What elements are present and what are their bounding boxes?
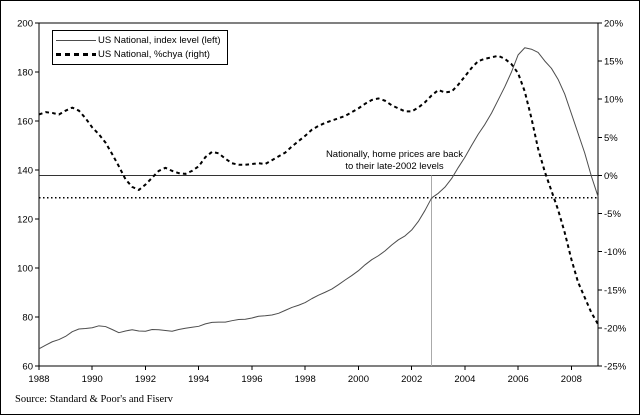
x-axis-tick-label: 2006 — [508, 374, 529, 385]
source-note: Source: Standard & Poor's and Fiserv — [15, 394, 173, 405]
y-right-tick-label: -25% — [604, 362, 627, 373]
x-axis-tick-label: 2004 — [454, 374, 475, 385]
plot-frame — [38, 22, 599, 367]
y-left-tick-label: 120 — [17, 215, 33, 226]
legend: US National, index level (left) US Natio… — [52, 30, 228, 65]
axis-ticks — [35, 22, 602, 370]
legend-entry-pct-chya: US National, %chya (right) — [56, 49, 221, 60]
dashed-line-sample — [56, 53, 96, 56]
x-axis-tick-label: 1992 — [135, 374, 156, 385]
series-lines — [38, 47, 599, 350]
y-left-tick-label: 80 — [22, 313, 33, 324]
x-axis-tick-label: 2008 — [561, 374, 582, 385]
y-right-tick-label: 10% — [604, 95, 624, 106]
x-axis-tick-label: 1988 — [28, 374, 49, 385]
annotation: Nationally, home prices are back to thei… — [307, 149, 482, 172]
y-right-tick-label: -15% — [604, 285, 627, 296]
y-right-tick-label: 0% — [604, 171, 618, 182]
x-axis-tick-label: 1998 — [295, 374, 316, 385]
x-axis-tick-label: 2002 — [401, 374, 422, 385]
x-axis-tick-label: 1990 — [82, 374, 103, 385]
x-axis-tick-label: 1996 — [241, 374, 262, 385]
y-right-tick-label: -20% — [604, 323, 627, 334]
y-left-tick-label: 60 — [22, 362, 33, 373]
series-index-level — [38, 47, 599, 350]
reference-lines — [39, 174, 598, 366]
y-left-tick-label: 100 — [17, 264, 33, 275]
x-axis-tick-label: 2000 — [348, 374, 369, 385]
y-right-tick-label: 20% — [604, 19, 624, 30]
legend-label-pct-chya: US National, %chya (right) — [98, 49, 210, 60]
y-right-tick-label: 15% — [604, 57, 624, 68]
legend-label-index-level: US National, index level (left) — [98, 35, 221, 46]
legend-entry-index-level: US National, index level (left) — [56, 35, 221, 46]
y-left-tick-label: 200 — [17, 19, 33, 30]
axis-tick-labels: 200 180 160 140 120 100 80 60 20% 15% 10% 5% 0% -5% -1… — [17, 19, 627, 386]
y-right-tick-label: 5% — [604, 133, 618, 144]
y-left-tick-label: 160 — [17, 117, 33, 128]
y-right-tick-label: -5% — [604, 209, 621, 220]
annotation-line1: Nationally, home prices are back — [325, 149, 464, 160]
y-left-tick-label: 180 — [17, 68, 33, 79]
x-axis-tick-label: 1994 — [188, 374, 209, 385]
y-right-tick-label: -10% — [604, 247, 627, 258]
solid-line-sample — [56, 40, 96, 41]
y-left-tick-label: 140 — [17, 166, 33, 177]
annotation-line2: to their late-2002 levels — [345, 160, 444, 172]
series-pct-chya — [38, 54, 599, 325]
